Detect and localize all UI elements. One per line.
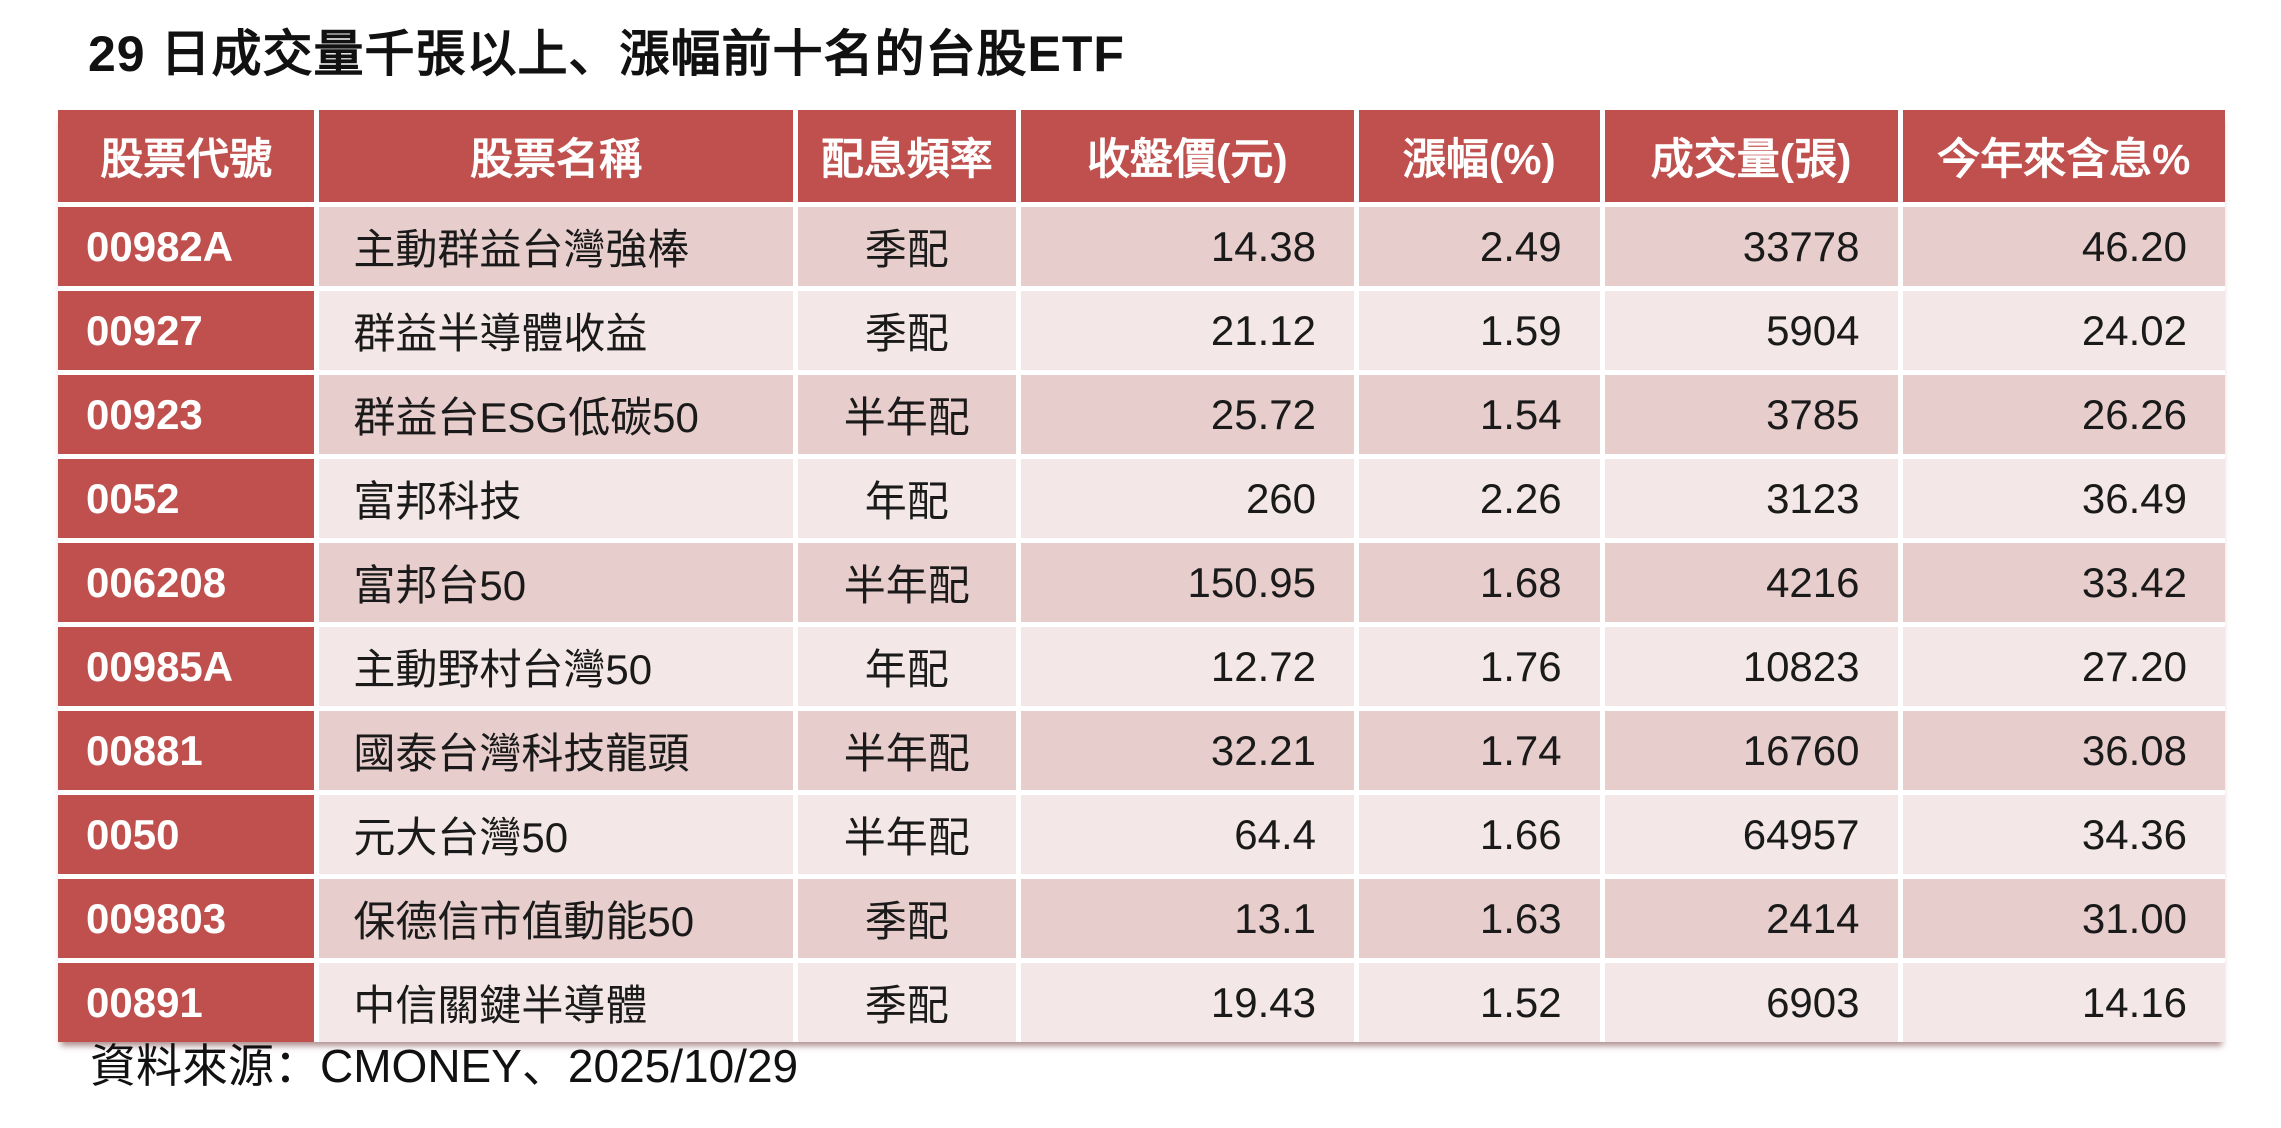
cell-code: 00923: [58, 375, 315, 454]
cell-ytd-return: 36.08: [1902, 711, 2225, 790]
cell-close: 150.95: [1020, 543, 1355, 622]
cell-change: 1.54: [1359, 375, 1600, 454]
cell-frequency: 季配: [797, 291, 1016, 370]
page-title: 29 日成交量千張以上、漲幅前十名的台股ETF: [88, 26, 1125, 82]
cell-name: 元大台灣50: [319, 795, 793, 874]
cell-code: 00985A: [58, 627, 315, 706]
cell-code: 0052: [58, 459, 315, 538]
cell-name: 中信關鍵半導體: [319, 963, 793, 1042]
cell-change: 1.74: [1359, 711, 1600, 790]
cell-close: 13.1: [1020, 879, 1355, 958]
cell-frequency: 半年配: [797, 375, 1016, 454]
cell-ytd-return: 31.00: [1902, 879, 2225, 958]
cell-close: 14.38: [1020, 207, 1355, 286]
header-cell-frequency: 配息頻率: [797, 110, 1016, 202]
header-cell-volume: 成交量(張): [1604, 110, 1898, 202]
cell-close: 260: [1020, 459, 1355, 538]
cell-close: 25.72: [1020, 375, 1355, 454]
cell-ytd-return: 24.02: [1902, 291, 2225, 370]
cell-volume: 4216: [1604, 543, 1898, 622]
cell-volume: 10823: [1604, 627, 1898, 706]
cell-ytd-return: 33.42: [1902, 543, 2225, 622]
header-cell-ytd-return: 今年來含息%: [1902, 110, 2225, 202]
header-cell-close: 收盤價(元): [1020, 110, 1355, 202]
cell-name: 主動群益台灣強棒: [319, 207, 793, 286]
cell-volume: 5904: [1604, 291, 1898, 370]
cell-code: 00927: [58, 291, 315, 370]
cell-frequency: 半年配: [797, 795, 1016, 874]
cell-frequency: 季配: [797, 879, 1016, 958]
cell-change: 1.52: [1359, 963, 1600, 1042]
cell-volume: 3785: [1604, 375, 1898, 454]
cell-change: 2.26: [1359, 459, 1600, 538]
cell-name: 群益台ESG低碳50: [319, 375, 793, 454]
cell-name: 富邦科技: [319, 459, 793, 538]
cell-name: 富邦台50: [319, 543, 793, 622]
cell-volume: 2414: [1604, 879, 1898, 958]
cell-change: 1.66: [1359, 795, 1600, 874]
cell-name: 保德信市值動能50: [319, 879, 793, 958]
cell-frequency: 季配: [797, 207, 1016, 286]
cell-frequency: 半年配: [797, 543, 1016, 622]
cell-code: 009803: [58, 879, 315, 958]
header-cell-change: 漲幅(%): [1359, 110, 1600, 202]
cell-ytd-return: 46.20: [1902, 207, 2225, 286]
cell-frequency: 年配: [797, 627, 1016, 706]
cell-volume: 6903: [1604, 963, 1898, 1042]
cell-code: 0050: [58, 795, 315, 874]
cell-code: 00891: [58, 963, 315, 1042]
cell-volume: 33778: [1604, 207, 1898, 286]
cell-change: 2.49: [1359, 207, 1600, 286]
cell-code: 006208: [58, 543, 315, 622]
cell-name: 國泰台灣科技龍頭: [319, 711, 793, 790]
etf-ranking-table: 股票代號 股票名稱 配息頻率 收盤價(元) 漲幅(%) 成交量(張) 今年來含息% 00982…: [58, 110, 2225, 1042]
cell-frequency: 季配: [797, 963, 1016, 1042]
cell-frequency: 年配: [797, 459, 1016, 538]
cell-change: 1.59: [1359, 291, 1600, 370]
cell-ytd-return: 27.20: [1902, 627, 2225, 706]
cell-ytd-return: 34.36: [1902, 795, 2225, 874]
header-cell-name: 股票名稱: [319, 110, 793, 202]
cell-change: 1.76: [1359, 627, 1600, 706]
cell-name: 主動野村台灣50: [319, 627, 793, 706]
cell-code: 00881: [58, 711, 315, 790]
data-source-note: 資料來源：CMONEY、2025/10/29: [90, 1040, 799, 1092]
cell-volume: 16760: [1604, 711, 1898, 790]
cell-volume: 64957: [1604, 795, 1898, 874]
cell-close: 19.43: [1020, 963, 1355, 1042]
cell-ytd-return: 26.26: [1902, 375, 2225, 454]
cell-close: 64.4: [1020, 795, 1355, 874]
cell-close: 21.12: [1020, 291, 1355, 370]
cell-change: 1.68: [1359, 543, 1600, 622]
header-cell-code: 股票代號: [58, 110, 315, 202]
cell-close: 32.21: [1020, 711, 1355, 790]
cell-change: 1.63: [1359, 879, 1600, 958]
cell-ytd-return: 36.49: [1902, 459, 2225, 538]
cell-volume: 3123: [1604, 459, 1898, 538]
cell-frequency: 半年配: [797, 711, 1016, 790]
cell-code: 00982A: [58, 207, 315, 286]
cell-ytd-return: 14.16: [1902, 963, 2225, 1042]
cell-close: 12.72: [1020, 627, 1355, 706]
cell-name: 群益半導體收益: [319, 291, 793, 370]
